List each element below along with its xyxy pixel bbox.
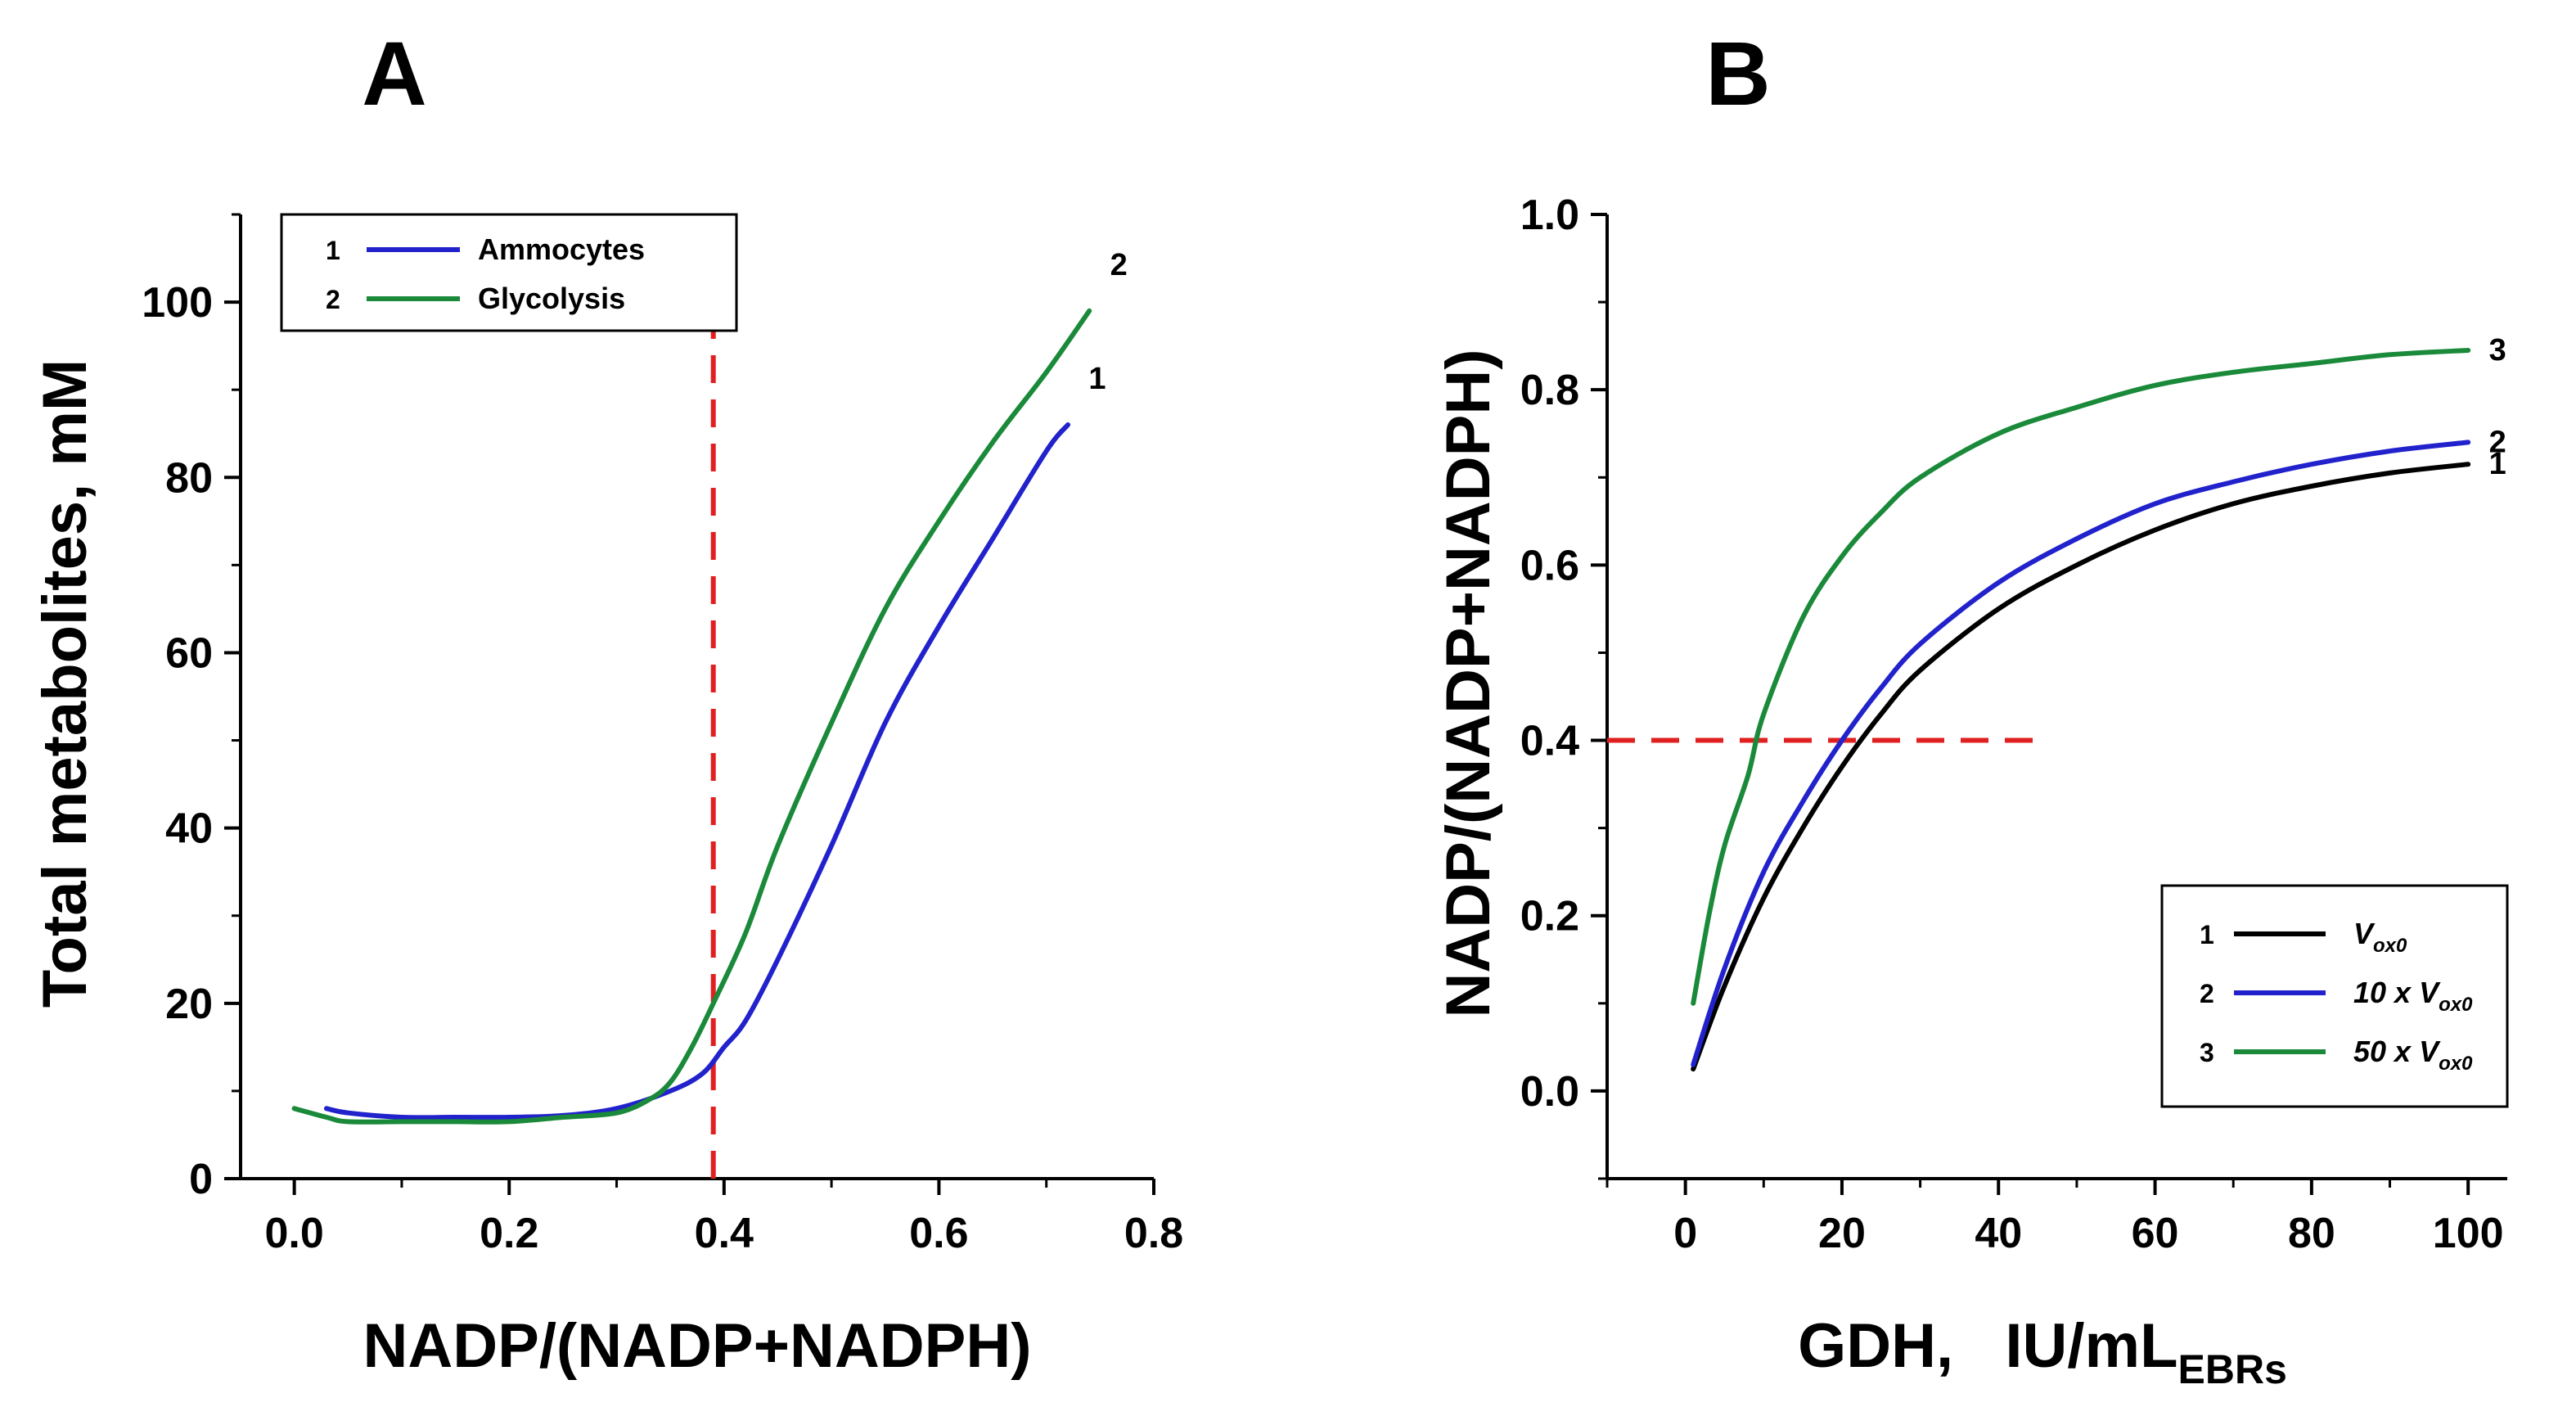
legend-entry-ammocytes: 1 Ammocytes [326,232,645,266]
panel-b-axes [1591,213,2507,1195]
panel-a-curve-end-label: 2 [1110,248,1128,282]
panel-a-y-tick-label: 40 [165,805,213,853]
legend-label-subscript: ox0 [2439,1053,2473,1075]
panel-a-curve-end-label: 1 [1088,362,1106,396]
panel-a-y-tick-label: 80 [165,454,213,502]
panel-b-x-axis-title: GDH, IU/mLEBRs [1798,1311,2287,1392]
panel-b-y-tick-label: 0.4 [1520,718,1579,765]
legend-entry-label: Ammocytes [478,232,645,266]
panel-b-y-tick-label: 1.0 [1520,192,1579,239]
panel-b-x-tick-label: 80 [2288,1210,2335,1257]
legend-entry-label: 10 x Vox0 [2353,976,2473,1016]
panel-b-x-tick-label: 40 [1975,1210,2022,1257]
panel-b-curve-end-label: 1 [2489,447,2506,481]
panel-a-x-tick-label: 0.2 [480,1210,538,1257]
panel-b-x-tick-label: 60 [2132,1210,2179,1257]
panel-b-y-tick-label: 0.6 [1520,542,1579,589]
panel-a-x-axis-title: NADP/(NADP+NADPH) [363,1311,1031,1381]
legend-entry-id: 1 [2200,920,2214,949]
legend-entry-id: 2 [326,285,340,314]
panel-a-y-tick-label: 100 [142,279,213,327]
legend-label-main: V [2353,917,2376,950]
panel-a-x-tick-label: 0.8 [1124,1210,1183,1257]
panel-a-legend: 1 Ammocytes 2 Glycolysis [280,213,738,332]
panel-b-legend: 1 Vox0 2 10 x Vox0 3 50 x Vox0 [2160,884,2509,1108]
legend-entry-50x-vox0: 3 50 x Vox0 [2200,1035,2473,1075]
legend-entry-id: 1 [326,236,340,265]
panel-a-y-tick-label: 20 [165,981,213,1028]
panel-b-x-tick-label: 0 [1673,1210,1697,1257]
panel-a-x-tick-label: 0.4 [695,1210,754,1257]
panel-b-curve-end-label: 2 [2489,425,2506,459]
panel-a-y-tick-label: 60 [165,629,213,677]
panel-b-tick-labels: 0 20 40 60 80 100 0.0 0.2 0.4 0.6 0.8 1.0 [1520,192,2504,1257]
panel-b-x-tick-label: 100 [2433,1210,2504,1257]
panel-b-x-tick-label: 20 [1818,1210,1866,1257]
legend-entry-id: 2 [2200,979,2214,1008]
panel-a-x-tick-label: 0.6 [909,1210,968,1257]
panel-a-letter: A [362,24,426,124]
panel-b-x-axis-title-subscript: EBRs [2178,1346,2287,1392]
panel-b-y-tick-label: 0.0 [1520,1068,1579,1116]
legend-label-main: 10 x V [2353,976,2441,1009]
panel-a-series: 12 [291,248,1128,1125]
panel-b-series-line-1 [1691,462,2471,1072]
panel-b-series-line-2 [1691,440,2471,1067]
panel-a-tick-labels: 0.0 0.2 0.4 0.6 0.8 0 20 40 60 80 100 [142,279,1183,1257]
panel-b-series-line-3 [1691,348,2471,1006]
panel-a-x-tick-label: 0.0 [264,1210,323,1257]
legend-label-subscript: ox0 [2373,935,2407,957]
panel-b-x-axis-title-main: GDH, IU/mL [1798,1311,2177,1381]
panel-a-series-line-1 [324,422,1070,1121]
panel-a-y-axis-title: Total metabolites, mM [30,359,100,1008]
panel-b-series: 123 [1691,333,2506,1072]
legend-entry-10x-vox0: 2 10 x Vox0 [2200,976,2473,1016]
panel-b-y-axis-title: NADP/(NADP+NADPH) [1434,349,1503,1017]
panel-b-y-tick-label: 0.8 [1520,367,1579,414]
panel-b-letter: B [1705,24,1770,124]
legend-entry-glycolysis: 2 Glycolysis [326,282,625,315]
legend-label-subscript: ox0 [2439,994,2473,1016]
legend-label-main: 50 x V [2353,1035,2441,1068]
panel-b-curve-end-label: 3 [2489,333,2506,368]
legend-entry-vox0: 1 Vox0 [2200,917,2407,957]
panel-a-axes [224,213,1155,1195]
legend-entry-label: Vox0 [2353,917,2407,957]
panel-b-y-tick-label: 0.2 [1520,893,1579,940]
legend-entry-label: Glycolysis [478,282,625,315]
legend-entry-label: 50 x Vox0 [2353,1035,2473,1075]
legend-entry-id: 3 [2200,1038,2214,1067]
panel-a-y-tick-label: 0 [189,1156,213,1203]
panel-a-series-line-2 [291,308,1092,1125]
